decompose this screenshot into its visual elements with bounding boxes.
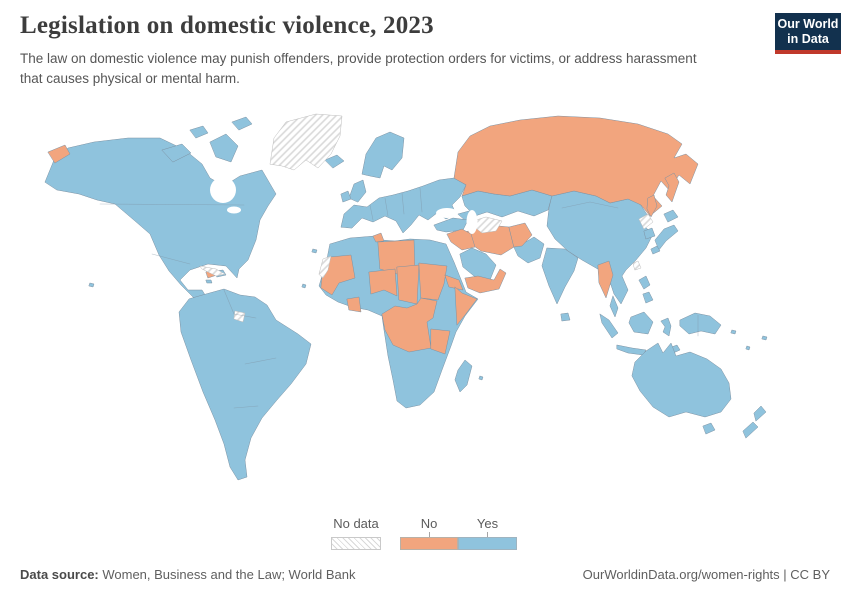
country-philippines-north[interactable] (638, 275, 651, 290)
border-europe-3 (401, 192, 405, 215)
data-source-note: Data source: Women, Business and the Law… (20, 567, 356, 582)
legend-tick-yes (487, 532, 488, 537)
country-cuba[interactable] (199, 265, 226, 277)
border-us-canada (99, 203, 245, 206)
country-eritrea-djibouti[interactable] (444, 274, 464, 291)
country-french-guiana[interactable] (233, 310, 246, 323)
country-canada-arctic-2[interactable] (209, 133, 239, 163)
legend-tick-no (429, 532, 430, 537)
country-russia-sakhalin[interactable] (646, 194, 658, 218)
country-south-america[interactable] (178, 288, 312, 481)
country-tunisia[interactable] (372, 232, 385, 243)
country-iceland[interactable] (324, 154, 345, 169)
country-australia[interactable] (631, 342, 732, 418)
world-map[interactable] (10, 108, 840, 508)
country-western-sahara[interactable] (318, 255, 332, 279)
region-central-africa[interactable] (381, 297, 438, 353)
owid-link[interactable]: OurWorldinData.org/women-rights | CC BY (582, 567, 830, 582)
legend-swatch-no[interactable] (400, 537, 458, 550)
country-new-zealand-north[interactable] (753, 405, 767, 422)
country-tanzania[interactable] (430, 328, 451, 355)
country-canada-arctic-4[interactable] (231, 116, 253, 131)
border-mongolia (561, 201, 619, 209)
island-hawaii[interactable] (88, 282, 95, 288)
country-indonesia-java[interactable] (616, 344, 647, 356)
country-indonesia-borneo[interactable] (628, 311, 654, 335)
hudson-bay (210, 177, 236, 203)
island-solomon[interactable] (730, 329, 737, 335)
border-us-mexico (151, 253, 191, 265)
country-russia-chukotka[interactable] (47, 144, 71, 164)
owid-logo-line1: Our World (777, 17, 839, 32)
legend-swatch-yes[interactable] (458, 537, 517, 550)
island-vanuatu[interactable] (745, 345, 751, 351)
country-iraq-syria[interactable] (446, 228, 476, 251)
country-japan-honshu[interactable] (654, 224, 679, 251)
country-cote-divoire[interactable] (346, 296, 362, 313)
data-source-value: Women, Business and the Law; World Bank (98, 567, 356, 582)
country-japan-kyushu[interactable] (650, 245, 661, 255)
country-russia-kamchatka[interactable] (664, 172, 680, 203)
country-madagascar[interactable] (454, 359, 473, 393)
country-south-korea[interactable] (643, 227, 656, 240)
island-canary[interactable] (311, 248, 318, 254)
country-jamaica[interactable] (205, 279, 213, 284)
country-tasmania[interactable] (702, 422, 716, 435)
legend-label-yes: Yes (476, 516, 499, 531)
border-europe-1 (369, 204, 374, 221)
country-scandinavia[interactable] (361, 131, 405, 179)
country-indonesia-sulawesi[interactable] (660, 317, 672, 337)
country-somalia[interactable] (454, 286, 478, 326)
data-source-label: Data source: (20, 567, 99, 582)
chart-footer: Data source: Women, Business and the Law… (20, 567, 830, 582)
country-philippines-south[interactable] (642, 291, 654, 304)
map-legend: No data No Yes (0, 514, 850, 554)
country-russia[interactable] (453, 115, 699, 217)
border-south-america-2 (244, 357, 277, 365)
chart-subtitle: The law on domestic violence may punish … (20, 51, 697, 87)
country-sudan[interactable] (418, 262, 448, 301)
country-north-korea[interactable] (638, 213, 654, 230)
country-sri-lanka[interactable] (560, 312, 571, 322)
country-india[interactable] (541, 247, 579, 305)
country-canada-arctic-1[interactable] (161, 143, 192, 163)
country-japan-hokkaido[interactable] (663, 209, 679, 223)
border-europe-2 (384, 197, 389, 217)
country-chad[interactable] (396, 264, 420, 305)
country-niger[interactable] (368, 268, 398, 297)
country-saudi-arabia[interactable] (459, 247, 497, 281)
country-taiwan[interactable] (632, 260, 642, 271)
island-mauritius[interactable] (478, 375, 484, 381)
border-south-america-1 (223, 289, 257, 319)
country-ireland[interactable] (340, 190, 352, 203)
country-new-zealand-south[interactable] (742, 421, 759, 439)
island-cape-verde[interactable] (301, 283, 307, 289)
country-canada-arctic-3[interactable] (189, 125, 209, 139)
country-yemen-oman[interactable] (464, 268, 507, 294)
country-afghanistan[interactable] (508, 222, 533, 248)
island-fiji[interactable] (761, 335, 768, 341)
border-south-america-3 (233, 405, 259, 409)
country-indonesia-sumatra[interactable] (599, 313, 619, 339)
legend-label-no-data: No data (333, 516, 379, 531)
caspian-sea (466, 210, 478, 234)
legend-label-no: No (420, 516, 438, 531)
country-malaysia-peninsula[interactable] (609, 295, 619, 318)
black-sea (436, 208, 458, 218)
country-new-guinea[interactable] (679, 312, 722, 335)
owid-logo-line2: in Data (787, 31, 829, 46)
owid-logo[interactable]: Our World in Data (775, 13, 841, 54)
country-united-kingdom[interactable] (348, 179, 367, 203)
country-myanmar[interactable] (597, 260, 614, 299)
chart-header: Legislation on domestic violence, 2023 T… (20, 12, 760, 90)
great-lakes (227, 206, 241, 214)
page-title: Legislation on domestic violence, 2023 (20, 12, 434, 39)
legend-swatch-no-data[interactable] (331, 537, 381, 550)
country-north-america[interactable] (44, 137, 277, 321)
border-europe-4 (419, 187, 423, 213)
country-greenland[interactable] (269, 113, 343, 171)
